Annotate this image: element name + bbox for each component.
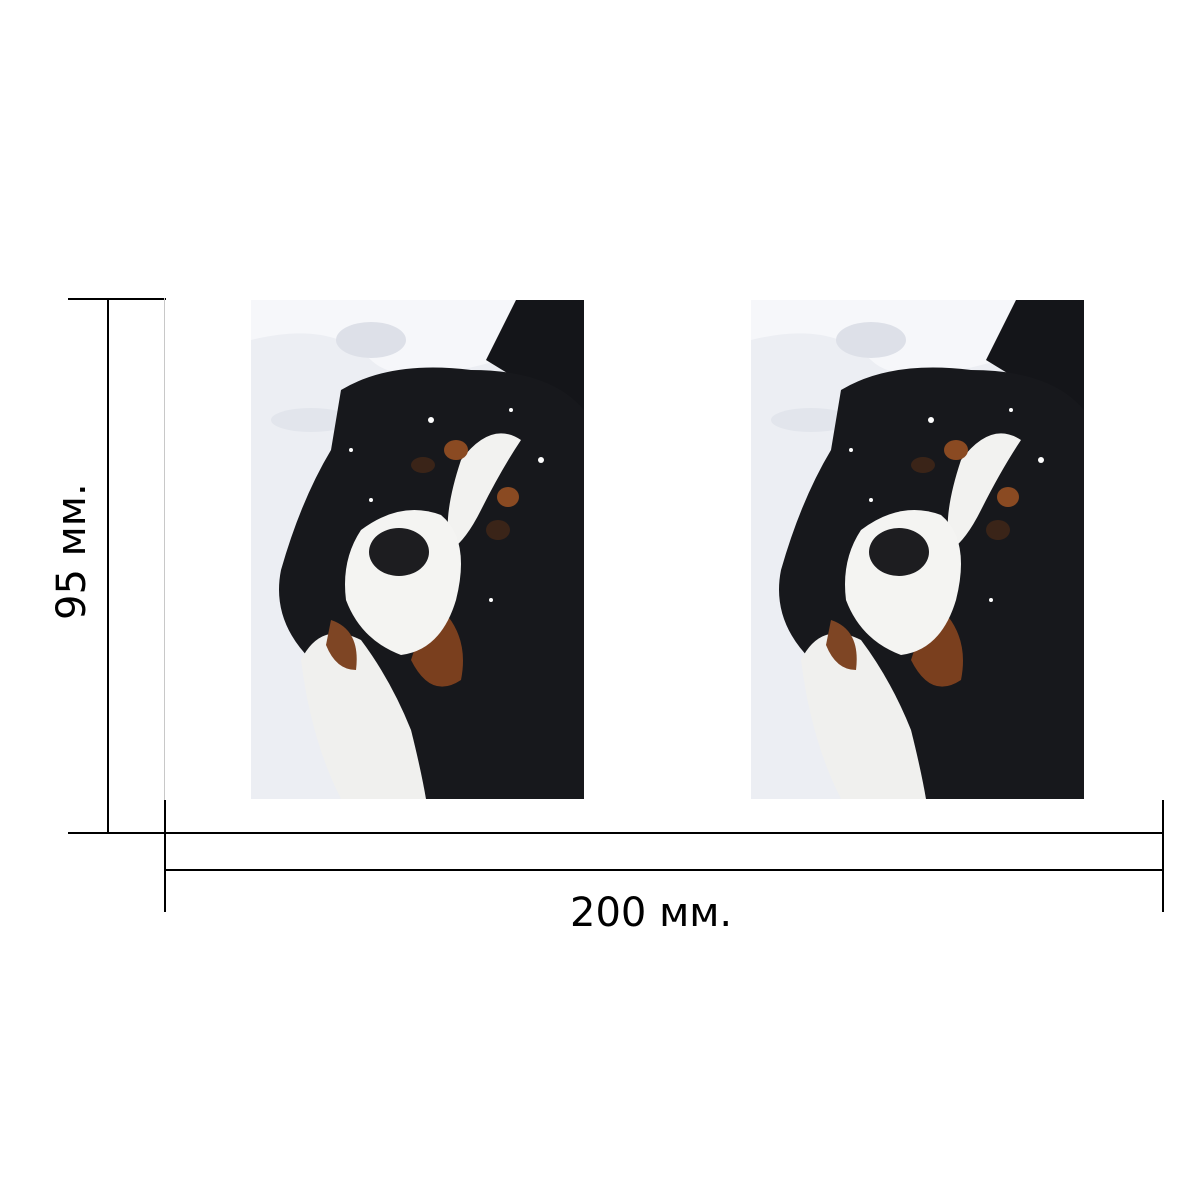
dog-image	[251, 300, 584, 799]
height-extension-top	[68, 298, 166, 300]
height-reference-line	[164, 298, 165, 834]
dog-photo-left	[251, 300, 584, 799]
width-label: 200 мм.	[570, 890, 733, 936]
height-label: 95 мм.	[49, 483, 95, 620]
width-top-line	[164, 832, 1164, 834]
height-dimension-line	[107, 298, 109, 834]
width-dimension-line	[164, 869, 1164, 871]
dog-image	[751, 300, 1084, 799]
width-extension-left	[164, 800, 166, 912]
height-extension-bottom	[68, 832, 166, 834]
width-extension-right	[1162, 800, 1164, 912]
dog-photo-right	[751, 300, 1084, 799]
